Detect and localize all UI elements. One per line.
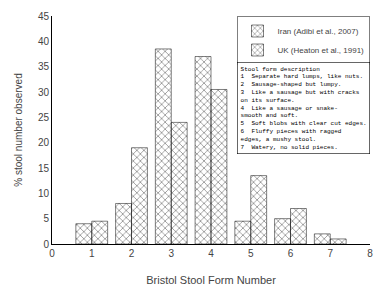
svg-text:1: 1 [89, 248, 95, 259]
svg-text:6: 6 [288, 248, 294, 259]
svg-text:Stool form description1 Separ: Stool form description1 Separate hard lu… [241, 66, 367, 151]
svg-text:25: 25 [38, 112, 50, 123]
svg-text:Bristol Stool Form Number: Bristol Stool Form Number [146, 274, 276, 286]
svg-text:3: 3 [168, 248, 174, 259]
svg-text:40: 40 [38, 36, 50, 47]
svg-text:30: 30 [38, 87, 50, 98]
svg-text:10: 10 [38, 188, 50, 199]
svg-text:20: 20 [38, 137, 50, 148]
svg-text:UK (Heaton et al., 1991): UK (Heaton et al., 1991) [278, 46, 365, 55]
svg-text:5: 5 [43, 213, 49, 224]
svg-text:8: 8 [367, 248, 373, 259]
svg-text:5: 5 [248, 248, 254, 259]
svg-text:7: 7 [327, 248, 333, 259]
svg-text:0: 0 [43, 239, 49, 250]
svg-text:Iran (Adibi et al., 2007): Iran (Adibi et al., 2007) [278, 27, 359, 36]
svg-text:0: 0 [49, 248, 55, 259]
svg-text:35: 35 [38, 61, 50, 72]
svg-text:% stool number observed: % stool number observed [13, 73, 24, 186]
svg-text:15: 15 [38, 163, 50, 174]
svg-text:2: 2 [129, 248, 135, 259]
svg-text:4: 4 [208, 248, 214, 259]
svg-text:45: 45 [38, 11, 50, 22]
